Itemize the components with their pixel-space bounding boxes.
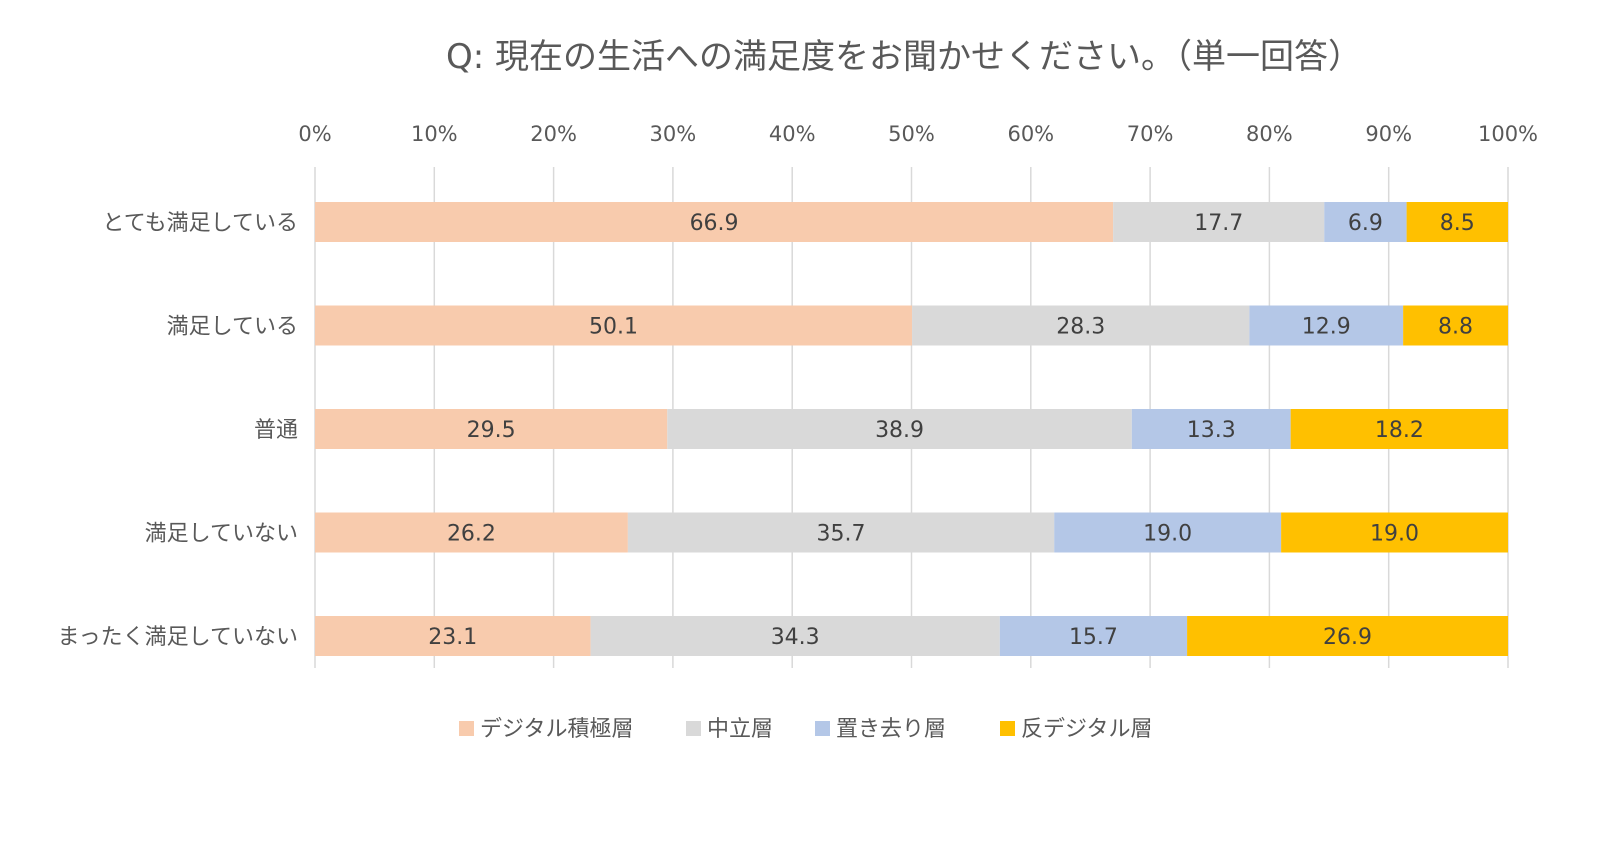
bar-segment (667, 409, 1132, 449)
data-label: 26.9 (1323, 625, 1372, 650)
category-label: 普通 (254, 418, 298, 443)
x-tick-label: 30% (650, 122, 697, 146)
legend-swatch (686, 721, 701, 736)
data-label: 13.3 (1187, 418, 1236, 443)
legend-swatch (815, 721, 830, 736)
data-label: 8.8 (1438, 315, 1473, 340)
x-tick-label: 40% (769, 122, 816, 146)
data-label: 26.2 (447, 522, 496, 547)
bar-segment (1131, 409, 1291, 449)
x-tick-label: 90% (1365, 122, 1412, 146)
bar-segment (1249, 305, 1404, 346)
bar-segment (315, 202, 1114, 242)
x-tick-label: 20% (530, 122, 577, 146)
category-label: 満足していない (145, 522, 298, 547)
data-label: 8.5 (1440, 211, 1475, 236)
data-label: 6.9 (1348, 211, 1383, 236)
x-tick-label: 10% (411, 122, 458, 146)
data-label: 23.1 (428, 625, 477, 650)
data-label: 15.7 (1069, 625, 1118, 650)
bar-segment (315, 616, 591, 656)
legend-swatch (1000, 721, 1015, 736)
data-label: 28.3 (1056, 315, 1105, 340)
bar-segment (627, 512, 1055, 553)
data-label: 29.5 (467, 418, 516, 443)
legend-label: 置き去り層 (836, 717, 946, 742)
x-tick-label: 100% (1478, 122, 1538, 146)
bar-segment (999, 616, 1188, 656)
data-label: 66.9 (690, 211, 739, 236)
bar-segment (1281, 512, 1508, 553)
bar-segment (1406, 202, 1508, 242)
data-label: 12.9 (1302, 315, 1351, 340)
bar-segment (315, 512, 628, 553)
bar-segment (912, 305, 1250, 346)
bar-segment (1290, 409, 1508, 449)
x-axis-ticks: 0% 10% 20% 30% 40% 50% 60% 70% 80% 90% 100% (298, 122, 1538, 146)
category-label: とても満足している (102, 211, 298, 236)
x-tick-label: 70% (1127, 122, 1174, 146)
category-label: まったく満足していない (58, 625, 298, 650)
x-tick-label: 80% (1246, 122, 1293, 146)
x-tick-label: 50% (888, 122, 935, 146)
bars: 66.9 17.7 6.9 8.5 50.1 28.3 12.9 8.8 29.5 38.9 13.… (315, 202, 1508, 656)
data-label: 19.0 (1143, 522, 1192, 547)
bar-segment (1054, 512, 1282, 553)
chart-title: Q: 現在の生活への満足度をお聞かせください。（単一回答） (446, 37, 1362, 77)
data-label: 17.7 (1194, 211, 1243, 236)
data-label: 50.1 (589, 315, 638, 340)
legend-swatch (459, 721, 474, 736)
data-label: 35.7 (817, 522, 866, 547)
data-label: 18.2 (1375, 418, 1424, 443)
bar-segment (315, 409, 668, 449)
legend: デジタル積極層 中立層 置き去り層 反デジタル層 (459, 717, 1153, 742)
bar-segment (1324, 202, 1407, 242)
category-label: 満足している (167, 315, 298, 340)
x-tick-label: 0% (298, 122, 331, 146)
legend-label: 反デジタル層 (1021, 717, 1153, 742)
legend-label: デジタル積極層 (480, 717, 634, 742)
bar-segment (1187, 616, 1508, 656)
legend-label: 中立層 (707, 717, 773, 742)
bar-segment (315, 305, 913, 346)
bar-segment (1403, 305, 1508, 346)
data-label: 38.9 (875, 418, 924, 443)
x-tick-label: 60% (1007, 122, 1054, 146)
bar-segment (1113, 202, 1325, 242)
data-label: 19.0 (1370, 522, 1419, 547)
data-label: 34.3 (771, 625, 820, 650)
bar-segment (590, 616, 1000, 656)
